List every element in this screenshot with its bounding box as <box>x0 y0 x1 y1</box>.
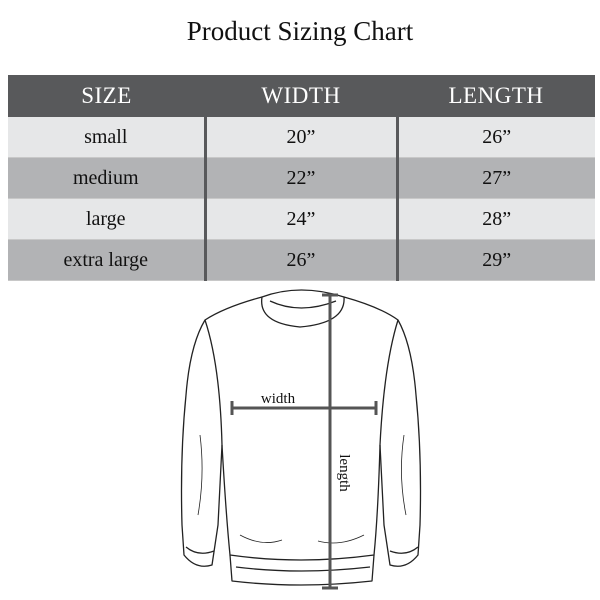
width-measure-line <box>230 401 378 415</box>
size-cell: large <box>8 198 207 240</box>
length-measure-line <box>322 293 338 590</box>
table-row: extra large 26” 29” <box>8 239 595 281</box>
sweater-outline-icon <box>180 289 422 586</box>
table-row: small 20” 26” <box>8 117 595 158</box>
header-width: WIDTH <box>205 75 397 117</box>
table-header-row: SIZE WIDTH LENGTH <box>8 75 595 117</box>
width-cell: 24” <box>205 198 399 240</box>
header-length: LENGTH <box>397 75 595 117</box>
table-row: medium 22” 27” <box>8 157 595 199</box>
size-cell: extra large <box>8 239 207 281</box>
length-cell: 29” <box>397 239 595 281</box>
width-cell: 20” <box>205 117 399 158</box>
length-cell: 27” <box>397 157 595 199</box>
length-cell: 26” <box>397 117 595 158</box>
size-cell: medium <box>8 157 207 199</box>
sizing-table: SIZE WIDTH LENGTH small 20” 26” medium 2… <box>8 75 595 281</box>
width-cell: 22” <box>205 157 399 199</box>
width-label: width <box>261 391 296 407</box>
table-row: large 24” 28” <box>8 198 595 240</box>
header-size: SIZE <box>8 75 205 117</box>
length-cell: 28” <box>397 198 595 240</box>
width-cell: 26” <box>205 239 399 281</box>
length-label: length <box>336 454 352 492</box>
sweater-diagram: width length <box>180 289 422 590</box>
size-cell: small <box>8 117 207 158</box>
page-title: Product Sizing Chart <box>186 16 414 46</box>
